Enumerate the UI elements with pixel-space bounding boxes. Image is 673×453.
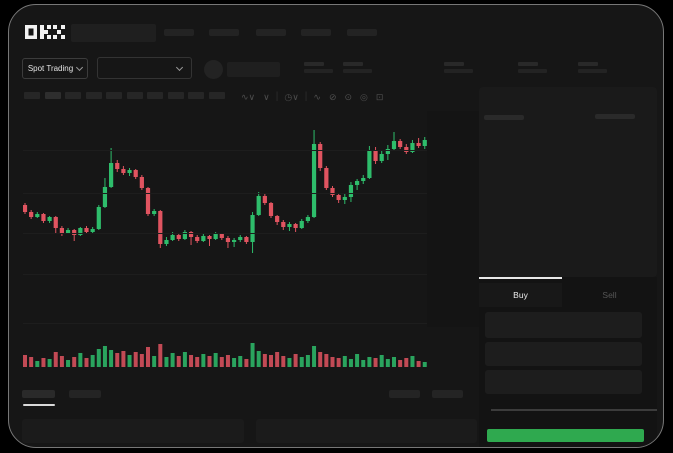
timeframe-button-placeholder[interactable] [188,92,204,99]
pair-icon[interactable] [204,60,223,79]
chevron-down-icon [175,63,184,72]
pair-dropdown[interactable] [97,57,192,79]
market-type-label: Spot Trading [27,64,74,73]
fullscreen-icon[interactable]: ⊡ [375,92,384,102]
stat-label-placeholder [578,62,598,66]
stat-value-placeholder [304,69,333,73]
market-type-selector[interactable]: Spot Trading [22,58,88,79]
nav-item-placeholder[interactable] [164,29,194,36]
orderbook-header-amount [595,114,635,119]
stat-label-placeholder [304,62,324,66]
total-input[interactable] [485,370,642,394]
tab-sell[interactable]: Sell [562,283,657,307]
active-tab-indicator [479,277,562,279]
bottom-tab-open-orders[interactable] [22,390,55,398]
grid-line [23,193,427,194]
settings-icon[interactable]: ◎ [360,92,368,102]
price-placeholder [227,62,280,77]
buy-tab-label: Buy [513,290,528,300]
tab-buy[interactable]: Buy [479,283,562,307]
nav-item-placeholder[interactable] [347,29,377,36]
nav-item-placeholder[interactable] [301,29,331,36]
timeframe-button-placeholder[interactable] [167,92,184,99]
chevron-down-icon [76,63,84,72]
camera-icon[interactable]: ⊙ [344,92,353,102]
grid-line [23,323,427,324]
candle-type-icon[interactable]: ∿∨ [241,92,256,102]
grid-line [23,274,427,275]
timeframe-button-placeholder[interactable] [126,92,143,99]
timeframe-button-placeholder[interactable] [208,92,225,99]
toolbar-divider: | [304,91,308,102]
stat-label-placeholder [343,62,363,66]
toolbar-divider: | [275,91,279,102]
sell-tab-label: Sell [602,290,617,300]
stat-label-placeholder [518,62,538,66]
buy-submit-button[interactable] [487,429,644,442]
timeframe-button-placeholder[interactable] [147,92,163,99]
timeframe-button-placeholder[interactable] [24,92,40,99]
depth-panel [427,111,480,327]
compare-icon[interactable]: ⊘ [328,92,337,102]
bottom-tab-history[interactable] [69,390,101,398]
amount-slider[interactable] [491,409,657,411]
nav-item-placeholder[interactable] [209,29,239,36]
timeframe-button-placeholder[interactable] [106,92,122,99]
stat-value-placeholder [578,69,607,73]
app-window: Spot Trading ∿∨ ∨ | ◷∨ | ∿ ⊘ ⊙ ◎ ⊡ Buy Sell [8,4,664,448]
amount-input[interactable] [485,342,642,366]
bottom-active-tab-underline [23,404,55,406]
chart-tools: ∿∨ ∨ | ◷∨ | ∿ ⊘ ⊙ ◎ ⊡ [237,89,387,105]
ticker-placeholder [71,24,156,42]
volume-chart[interactable] [23,335,427,369]
timeframe-button-placeholder[interactable] [44,92,61,99]
bottom-control-2[interactable] [432,390,463,398]
stat-label-placeholder [444,62,464,66]
orderbook-header-price [484,115,524,120]
orders-list-left [22,419,244,443]
stat-value-placeholder [444,69,473,73]
timeframe-button-placeholder[interactable] [85,92,102,99]
bottom-control-1[interactable] [389,390,420,398]
okx-logo[interactable] [25,25,65,39]
grid-line [23,150,427,151]
orders-list-right [256,419,477,443]
candlestick-chart[interactable] [23,109,427,333]
interval-icon[interactable]: ◷∨ [284,92,299,102]
price-input[interactable] [485,312,642,338]
line-style-icon[interactable]: ∿ [313,92,321,102]
grid-line [23,233,427,234]
stat-value-placeholder [518,69,547,73]
stat-value-placeholder [343,69,372,73]
timeframe-button-placeholder[interactable] [65,92,81,99]
nav-item-placeholder[interactable] [256,29,286,36]
chevron-down-icon[interactable]: ∨ [263,92,270,102]
